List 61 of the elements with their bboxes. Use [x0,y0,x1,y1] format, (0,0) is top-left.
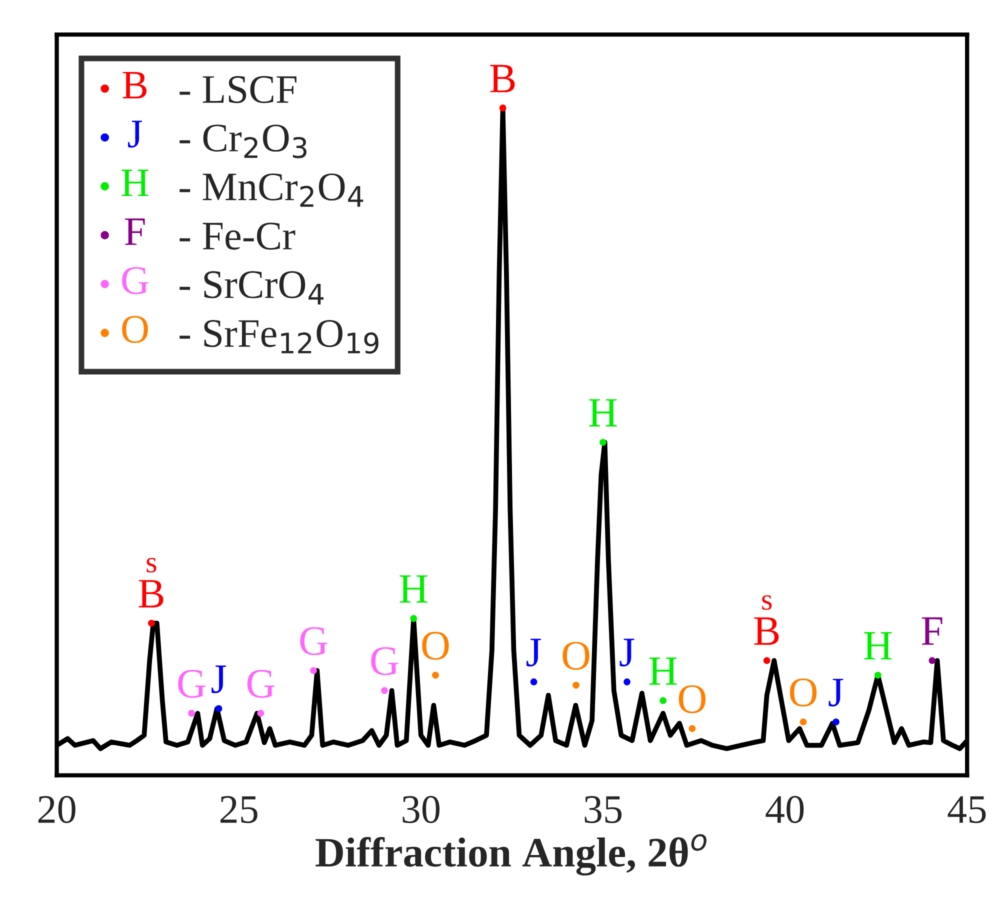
point [660,697,667,704]
legend-label: - MnCr$_{2}$O$_{4}$ [180,173,364,207]
x-tick-label: 20 [38,796,76,824]
annotation: B [754,617,779,645]
point [874,672,882,679]
legend-label: - SrCrO$_{4}$ [180,271,324,304]
annotation: G [300,627,328,656]
annotation: H [400,575,428,603]
annotation: J [212,665,226,694]
point [310,667,317,674]
annotation: s [146,558,156,573]
x-tick-label: 35 [584,796,622,824]
annotation: s [762,595,772,610]
annotation: B [138,580,164,608]
annotation: O [562,642,590,670]
legend-label: - Cr$_{2}$O$_{3}$ [180,124,306,158]
text: G [122,267,148,294]
point [410,615,418,622]
legend-label: - LSCF [180,76,296,104]
text: H [122,170,148,196]
x-tick-label: 45 [948,796,986,824]
legend-label: - Fe-Cr [180,222,296,250]
point [530,678,538,686]
point [800,718,807,726]
annotation: B [490,64,515,92]
annotation: J [620,638,634,666]
point [381,687,388,694]
annotation: H [589,399,617,427]
x-axis-title: Diffraction Angle, 2θ$^{o}$ [316,834,706,876]
point [600,438,606,446]
annotation: J [526,638,542,666]
annotation: G [178,670,206,698]
point [148,620,155,627]
legend-label: - SrFe$_{12}$O$_{19}$ [180,320,378,354]
x-tick-label: 40 [766,796,804,824]
point [928,657,936,664]
point [188,710,195,717]
text: O [122,316,148,343]
point [572,682,580,689]
text: J [128,120,142,148]
point [499,104,506,112]
point [832,718,840,726]
annotation: G [247,670,274,698]
point [215,705,222,712]
annotation: J [828,678,844,707]
text: B [122,72,146,98]
x-tick-label: 30 [402,796,440,824]
annotation: O [422,632,449,660]
point [688,725,696,732]
annotation: O [790,678,817,707]
point [432,672,439,679]
point [624,678,630,686]
x-tick-label: 25 [220,796,258,824]
annotation: F [922,617,942,645]
annotation: H [864,632,892,660]
annotation: O [678,685,706,714]
annotation: G [371,647,398,676]
point [763,657,770,664]
annotation: H [649,657,677,685]
point [257,710,264,717]
text: F [124,218,145,245]
